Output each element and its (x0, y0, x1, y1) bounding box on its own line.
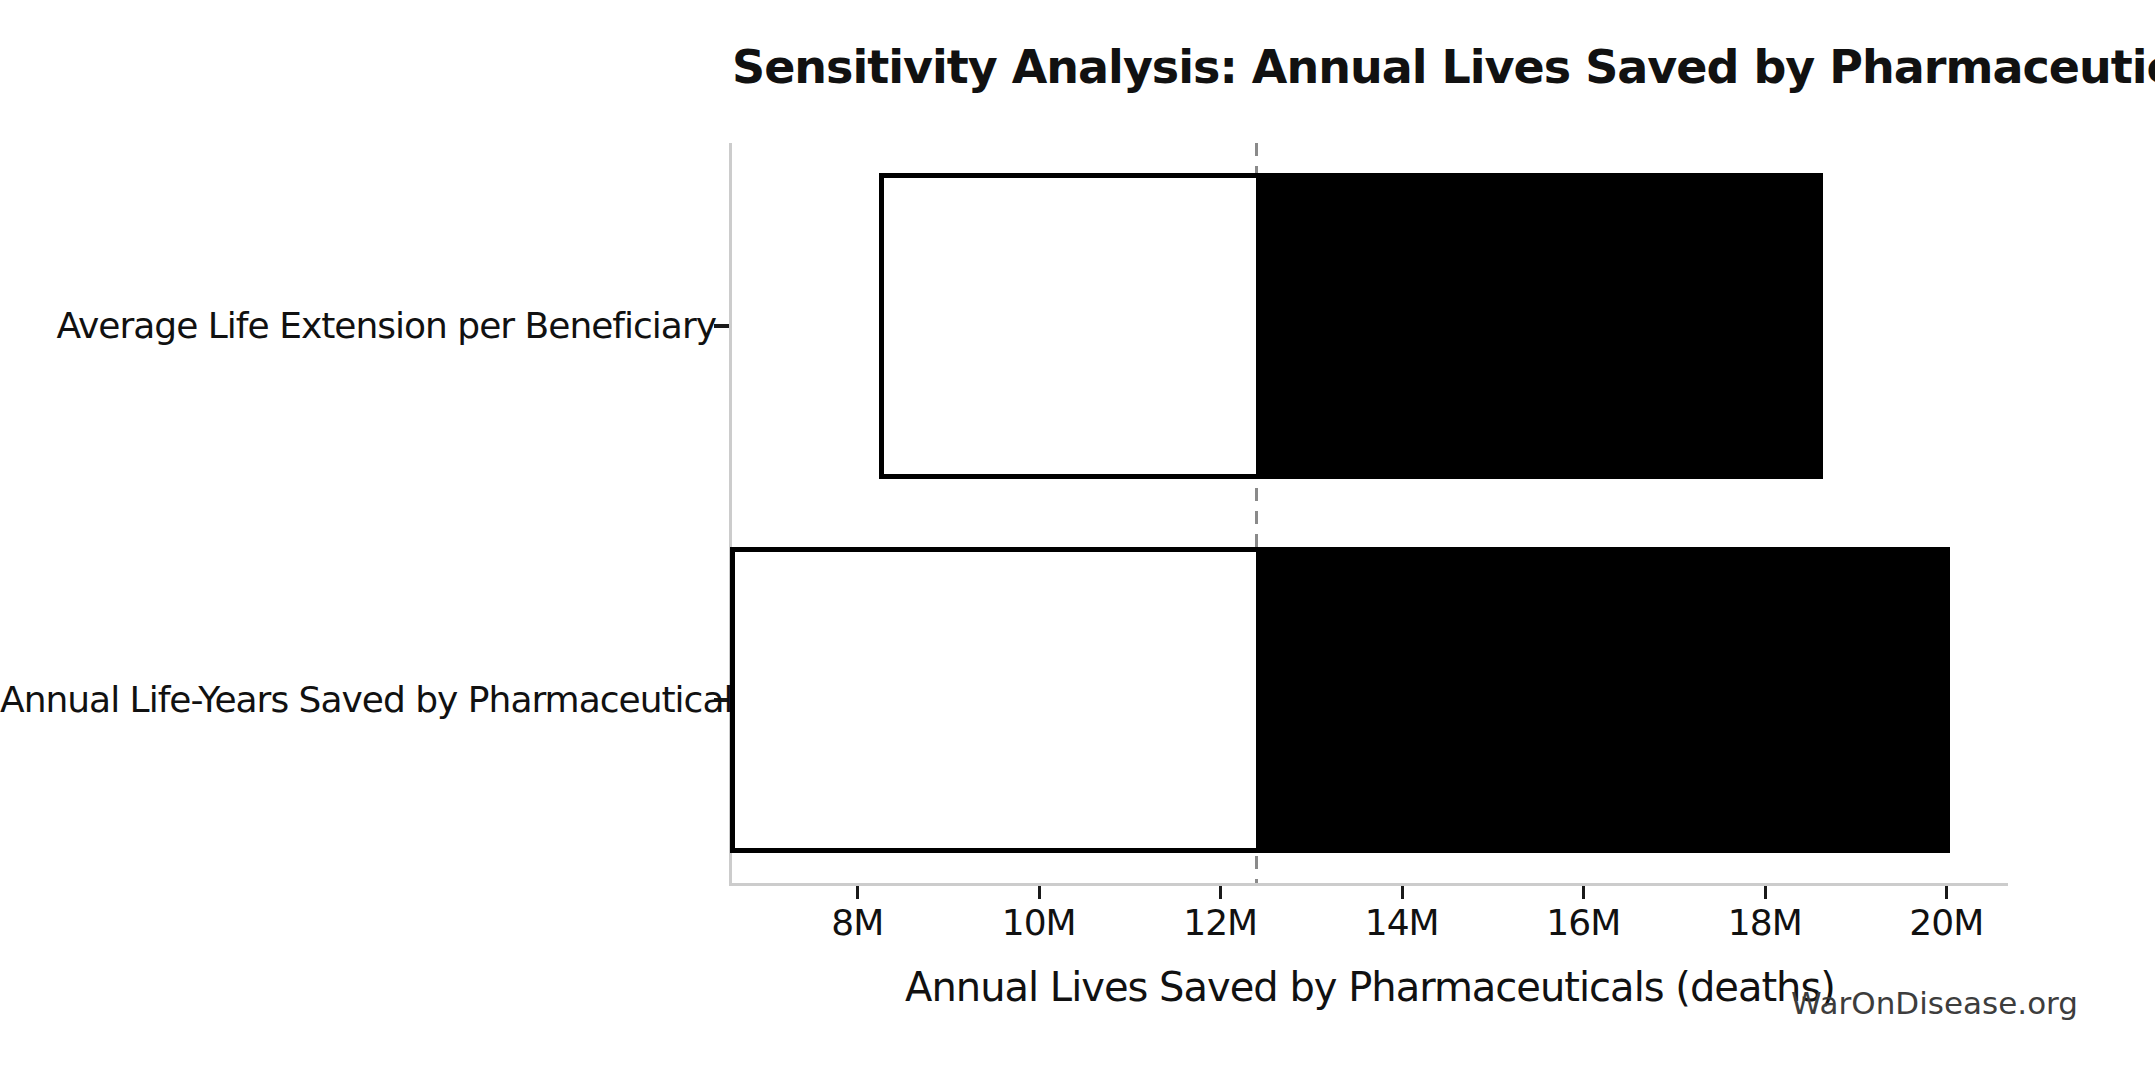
y-tick-label: Average Life Extension per Beneficiary (0, 304, 716, 348)
x-tick-label: 20M (1866, 901, 2026, 945)
y-tick (714, 324, 729, 328)
x-tick-label: 12M (1140, 901, 1300, 945)
x-tick (1219, 886, 1222, 899)
x-tick (856, 886, 859, 899)
y-tick-label: Annual Life-Years Saved by Pharmaceutica… (0, 678, 716, 722)
x-tick (1582, 886, 1585, 899)
x-tick (1945, 886, 1948, 899)
x-tick-label: 8M (777, 901, 937, 945)
bar-high-segment (1256, 547, 1950, 853)
x-tick (1764, 886, 1767, 899)
figure: Sensitivity Analysis: Annual Lives Saved… (0, 0, 2155, 1075)
x-tick (1038, 886, 1041, 899)
bar-high-segment (1256, 173, 1823, 479)
x-tick (1401, 886, 1404, 899)
x-tick-label: 16M (1503, 901, 1663, 945)
x-tick-label: 14M (1322, 901, 1482, 945)
x-axis-spine (729, 883, 2008, 886)
x-tick-label: 10M (959, 901, 1119, 945)
plot-area: 8M 10M 12M 14M 16M 18M 20M Average Life Extensi… (0, 0, 2155, 1075)
watermark: WarOnDisease.org (1791, 985, 2078, 1021)
x-tick-label: 18M (1685, 901, 1845, 945)
